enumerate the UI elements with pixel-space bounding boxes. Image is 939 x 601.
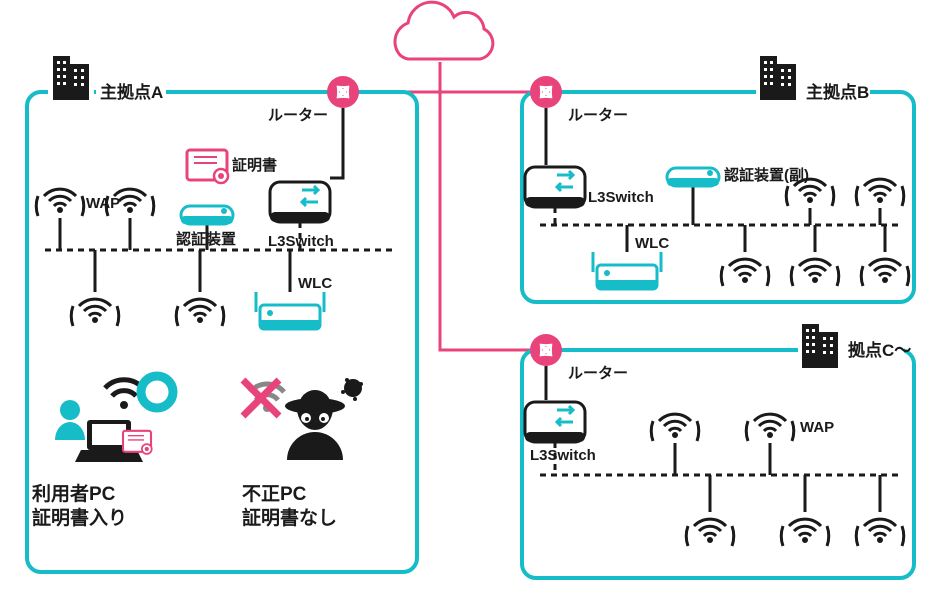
auth-b-icon (667, 168, 719, 186)
wap-icon (36, 189, 83, 216)
wap-icon (721, 259, 768, 286)
l3switch-a-label: L3Switch (268, 233, 334, 250)
router-a-label: ルーター (268, 107, 328, 124)
auth-a-label: 認証装置 (176, 230, 236, 248)
building-c-icon (802, 324, 838, 368)
l3switch-a-icon (270, 182, 330, 222)
l3switch-c-label: L3Switch (530, 447, 596, 464)
wap-icon (791, 259, 838, 286)
wap-icon (856, 179, 903, 206)
building-a-icon (53, 56, 89, 100)
wlc-a-label: WLC (298, 275, 332, 292)
user-pc-label-2: 証明書入り (32, 506, 127, 529)
wap-c-label: WAP (800, 419, 834, 436)
wlc-b-label: WLC (635, 235, 669, 252)
router-c-label: ルーター (568, 365, 628, 382)
wan-links (358, 62, 530, 350)
wap-icon (856, 519, 903, 546)
site-c-links (540, 366, 900, 512)
l3switch-b-icon (525, 167, 585, 207)
router-b-icon (530, 76, 562, 108)
user-pc-icon (55, 376, 173, 462)
cert-a-label: 証明書 (232, 156, 277, 174)
site-b-label: 主拠点B (806, 82, 869, 102)
wlc-a-icon (256, 292, 324, 329)
wlc-b-icon (593, 252, 661, 289)
cert-a-icon (187, 150, 228, 183)
site-a-label: 主拠点A (100, 82, 163, 102)
building-b-icon (760, 56, 796, 100)
router-a-icon (327, 76, 359, 108)
wap-a-label: WAP (86, 195, 120, 212)
router-b-label: ルーター (568, 107, 628, 124)
wap-icon (176, 299, 223, 326)
hacker-label-1: 不正PC (242, 484, 307, 505)
router-c-icon (530, 334, 562, 366)
hacker-label-2: 証明書なし (242, 506, 337, 529)
wap-icon (651, 414, 698, 441)
site-c-box (522, 350, 914, 578)
wap-icon (686, 519, 733, 546)
auth-a-icon (181, 206, 233, 224)
l3switch-b-label: L3Switch (588, 189, 654, 206)
wap-icon (781, 519, 828, 546)
wap-icon (861, 259, 908, 286)
l3switch-c-icon (525, 402, 585, 442)
cloud-icon (395, 2, 493, 59)
hacker-icon (243, 378, 363, 460)
site-c-label: 拠点C〜 (848, 340, 911, 360)
user-pc-label-1: 利用者PC (32, 483, 116, 505)
wap-icon (746, 414, 793, 441)
auth-b-label: 認証装置(副) (724, 166, 809, 184)
wap-icon (71, 299, 118, 326)
